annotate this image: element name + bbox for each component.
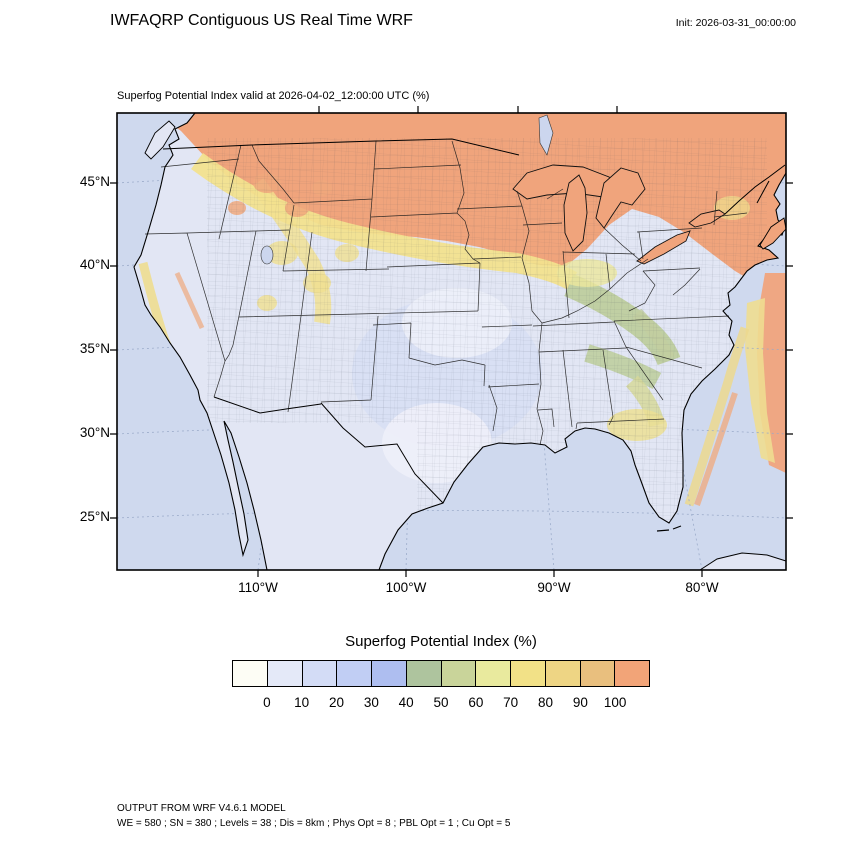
colorbar-title: Superfog Potential Index (%) (345, 633, 537, 650)
colorbar-cell (510, 660, 546, 687)
lake-huron (595, 167, 646, 229)
inland-lakes (260, 114, 554, 265)
lat-tick-label: 30°N (79, 425, 110, 440)
colorbar-cell (336, 660, 372, 687)
footer-line1: OUTPUT FROM WRF V4.6.1 MODEL (117, 803, 286, 814)
conus-map (110, 106, 793, 577)
colorbar-cell (579, 660, 616, 687)
colorbar-tick-labels: 0 10 20 30 40 50 60 70 80 90 100 (232, 695, 650, 715)
map-frame (110, 106, 793, 577)
footer-line2: WE = 580 ; SN = 380 ; Levels = 38 ; Dis … (117, 818, 511, 829)
colorbar-tick-label: 10 (294, 695, 310, 710)
colorbar-tick-label: 60 (468, 695, 484, 710)
colorbar (232, 660, 650, 687)
lon-tick-label: 80°W (685, 580, 719, 595)
colorbar-cell (232, 660, 268, 687)
axis-ticks (110, 106, 793, 577)
colorbar-tick-label: 50 (433, 695, 449, 710)
atlantic-warm-band (684, 273, 786, 507)
colorbar-tick-label: 80 (537, 695, 554, 710)
colorbar-cell (440, 660, 477, 687)
colorbar-tick-label: 40 (398, 695, 414, 710)
colorbar-cell (614, 660, 650, 687)
great-salt-lake (260, 245, 274, 265)
colorbar-tick-label: 0 (263, 695, 271, 710)
lon-tick-label: 100°W (385, 580, 427, 595)
vancouver-island (144, 120, 176, 160)
colorbar-cell (405, 660, 442, 687)
page-title: IWFAQRP Contiguous US Real Time WRF (110, 12, 413, 29)
map-border (116, 112, 787, 571)
colorbar-cell (266, 660, 303, 687)
lat-tick-label: 35°N (79, 341, 110, 356)
colorbar-cell (544, 660, 581, 687)
map-subtitle: Superfog Potential Index valid at 2026-0… (117, 90, 430, 102)
lat-tick-label: 40°N (79, 257, 110, 272)
lake-michigan (563, 174, 588, 252)
lake-erie (636, 230, 691, 265)
great-lakes (512, 164, 726, 265)
colorbar-tick-label: 70 (503, 695, 519, 710)
lake-winnipeg (538, 114, 554, 156)
footer-text: OUTPUT FROM WRF V4.6.1 MODEL WE = 580 ; … (117, 801, 510, 831)
colorbar-cell (301, 660, 338, 687)
colorbar-tick-label: 100 (603, 695, 627, 710)
lon-tick-label: 90°W (537, 580, 571, 595)
colorbar-tick-label: 30 (363, 695, 379, 710)
colorbar-cell (475, 660, 511, 687)
colorbar-tick-label: 90 (572, 695, 588, 710)
coastline (133, 112, 787, 571)
lon-tick-label: 110°W (238, 580, 278, 595)
colorbar-cell (371, 660, 407, 687)
state-boundaries (144, 140, 748, 446)
lat-tick-label: 45°N (79, 174, 110, 189)
colorbar-tick-label: 20 (328, 695, 345, 710)
national-borders (162, 138, 786, 504)
florida-keys (656, 525, 682, 532)
lat-tick-label: 25°N (79, 509, 110, 524)
init-timestamp: Init: 2026-03-31_00:00:00 (675, 17, 796, 29)
